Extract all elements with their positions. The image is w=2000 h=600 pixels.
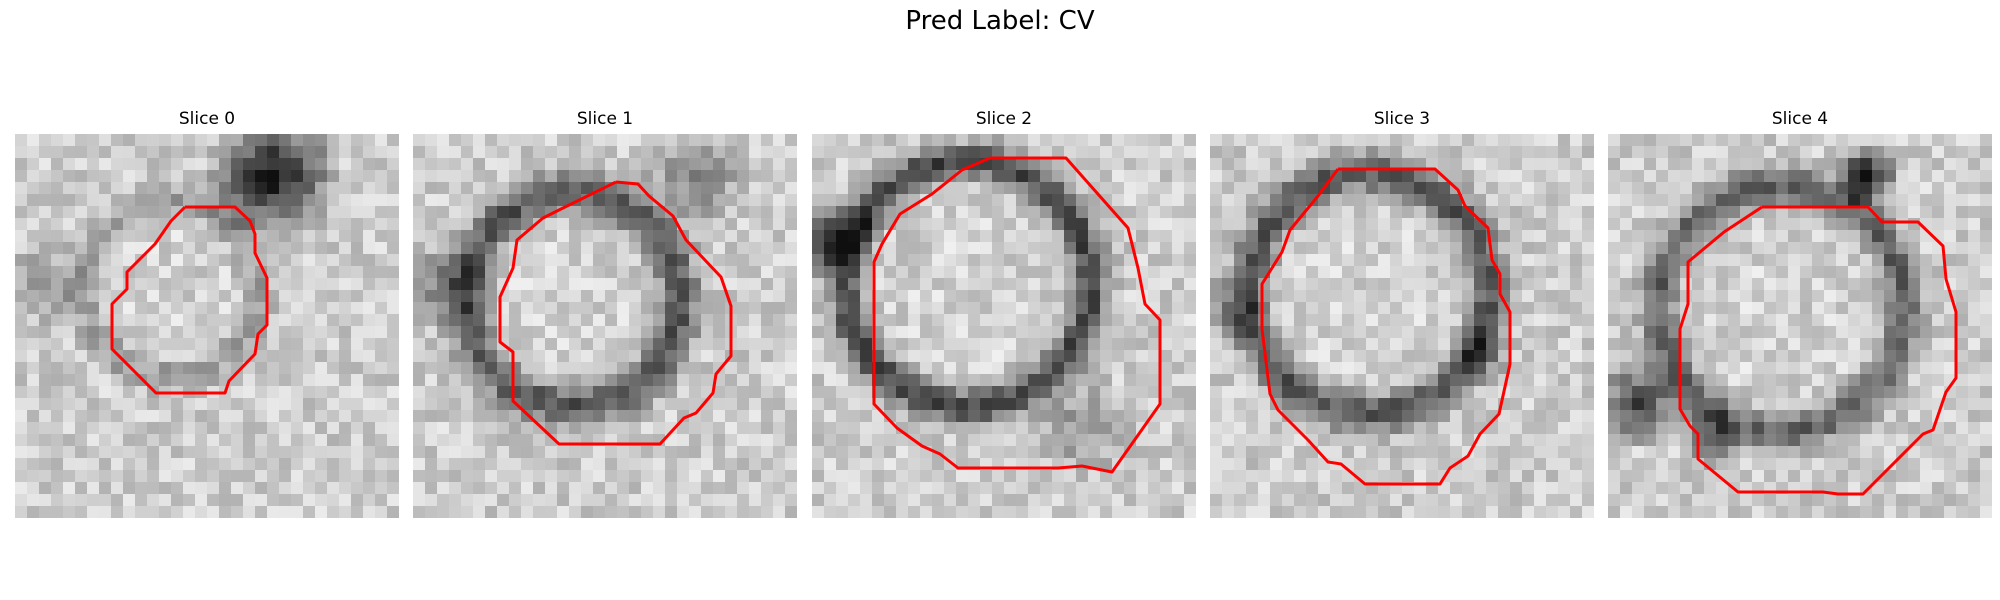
slice-panel-1: Slice 1 xyxy=(413,106,797,518)
contour-line-2 xyxy=(872,156,1162,474)
slice-title-1: Slice 1 xyxy=(576,109,634,129)
contour-line-4 xyxy=(1678,205,1958,496)
figure-title: Pred Label: CV xyxy=(905,6,1095,36)
slice-title-2: Slice 2 xyxy=(975,109,1033,129)
grayscale-slice-4 xyxy=(1608,134,1992,518)
grayscale-slice-0 xyxy=(15,134,399,518)
contour-overlay-3 xyxy=(1260,167,1512,486)
contour-overlay-1 xyxy=(498,180,733,446)
slice-panel-3: Slice 3 xyxy=(1210,106,1594,518)
slice-image-0 xyxy=(15,134,399,518)
grayscale-slice-3 xyxy=(1210,134,1594,518)
contour-overlay-0 xyxy=(110,205,269,395)
slice-panel-0: Slice 0 xyxy=(15,106,399,518)
slice-image-4 xyxy=(1608,134,1992,518)
contour-line-0 xyxy=(110,205,269,395)
slice-image-3 xyxy=(1210,134,1594,518)
slice-panel-2: Slice 2 xyxy=(812,106,1196,518)
slice-title-4: Slice 4 xyxy=(1771,109,1829,129)
slice-image-1 xyxy=(413,134,797,518)
grayscale-slice-1 xyxy=(413,134,797,518)
contour-line-1 xyxy=(498,180,733,446)
slice-panel-4: Slice 4 xyxy=(1608,106,1992,518)
contour-line-3 xyxy=(1260,167,1512,486)
slice-title-3: Slice 3 xyxy=(1373,109,1431,129)
slice-title-0: Slice 0 xyxy=(178,109,236,129)
contour-overlay-4 xyxy=(1678,205,1958,496)
slice-image-2 xyxy=(812,134,1196,518)
grayscale-slice-2 xyxy=(812,134,1196,518)
contour-overlay-2 xyxy=(872,156,1162,474)
